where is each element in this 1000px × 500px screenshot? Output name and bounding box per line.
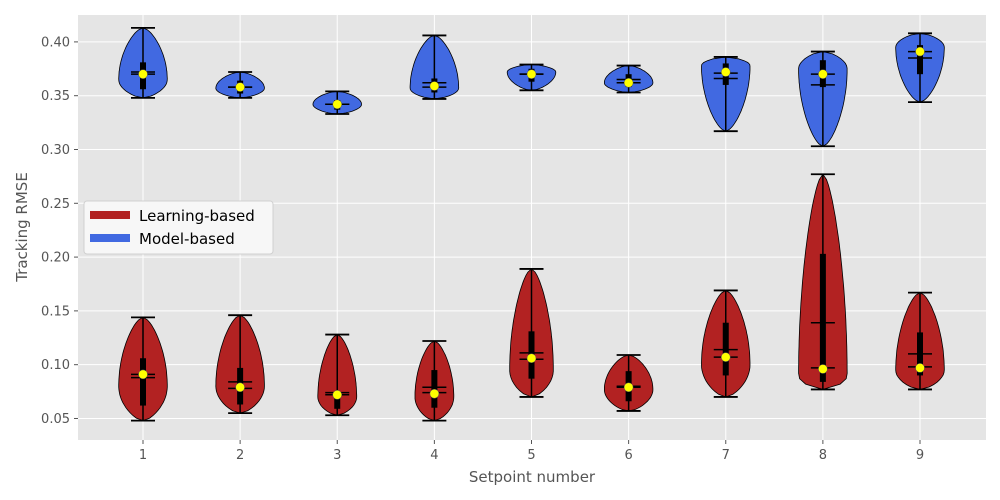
violin-model-based-9	[895, 32, 945, 104]
violin-learning-based-6	[604, 354, 654, 412]
violin-marker	[429, 388, 440, 399]
x-tick-label-8: 9	[916, 448, 924, 463]
violin-marker	[138, 369, 148, 380]
violin-model-based-8	[798, 50, 848, 148]
x-tick-label-1: 2	[236, 448, 244, 463]
violin-learning-based-5	[509, 268, 554, 398]
x-tick-label-5: 6	[624, 448, 632, 463]
violin-model-based-6	[604, 64, 654, 94]
violin-marker	[818, 364, 828, 374]
x-axis-ticks: 1 2 3 4 5 6 7 8 9	[139, 440, 924, 463]
violin-model-based-1	[118, 27, 168, 99]
legend-swatch-model	[90, 234, 130, 242]
y-tick-label-5: 0.30	[41, 143, 70, 158]
violin-learning-based-7	[701, 289, 751, 398]
violin-model-based-3	[312, 90, 362, 115]
legend-label-model: Model-based	[139, 230, 235, 248]
violin-marker	[623, 78, 634, 88]
violin-marker	[526, 69, 537, 79]
violins	[118, 27, 945, 422]
legend-box	[83, 200, 274, 255]
y-tick-label-3: 0.20	[41, 251, 70, 266]
violin-marker	[235, 382, 245, 393]
violin-marker	[526, 353, 537, 363]
y-tick-label-7: 0.40	[41, 35, 70, 50]
violin-marker	[915, 363, 925, 373]
y-tick-label-2: 0.15	[41, 304, 70, 319]
x-tick-label-6: 7	[722, 448, 730, 463]
legend-swatch-learning	[90, 211, 130, 219]
legend: Learning-based Model-based	[83, 200, 274, 255]
x-axis-label: Setpoint number	[469, 468, 596, 486]
violin-learning-based-9	[895, 291, 945, 391]
violin-marker	[429, 81, 440, 91]
violin-marker	[818, 69, 828, 79]
x-tick-label-2: 3	[333, 448, 341, 463]
y-axis-ticks: 0.05 0.10 0.15 0.20 0.25 0.30 0.35 0.40	[41, 35, 78, 427]
violin-marker	[721, 352, 731, 362]
violin-marker	[623, 382, 634, 393]
violin-model-based-7	[701, 56, 751, 133]
violin-learning-based-8	[798, 173, 848, 391]
violin-marker	[235, 82, 245, 92]
violin-marker	[721, 67, 731, 77]
violin-marker	[332, 99, 342, 110]
violin-marker	[915, 46, 925, 57]
violin-model-based-5	[506, 63, 557, 92]
violin-model-based-2	[215, 71, 265, 99]
x-tick-label-4: 5	[527, 448, 535, 463]
y-axis-label: Tracking RMSE	[13, 172, 31, 283]
y-tick-label-1: 0.10	[41, 358, 70, 373]
violin-learning-based-3	[317, 333, 358, 417]
violin-learning-based-1	[118, 316, 168, 422]
y-tick-label-6: 0.35	[41, 89, 70, 104]
x-tick-label-3: 4	[430, 448, 438, 463]
legend-label-learning: Learning-based	[139, 207, 255, 225]
y-tick-label-0: 0.05	[41, 412, 70, 427]
violin-marker	[138, 69, 148, 79]
x-tick-label-7: 8	[819, 448, 827, 463]
x-tick-label-0: 1	[139, 448, 147, 463]
violin-learning-based-4	[414, 340, 455, 422]
y-tick-label-4: 0.25	[41, 197, 70, 212]
violin-learning-based-2	[215, 314, 265, 415]
violin-model-based-4	[409, 34, 460, 100]
violin-marker	[332, 390, 342, 400]
